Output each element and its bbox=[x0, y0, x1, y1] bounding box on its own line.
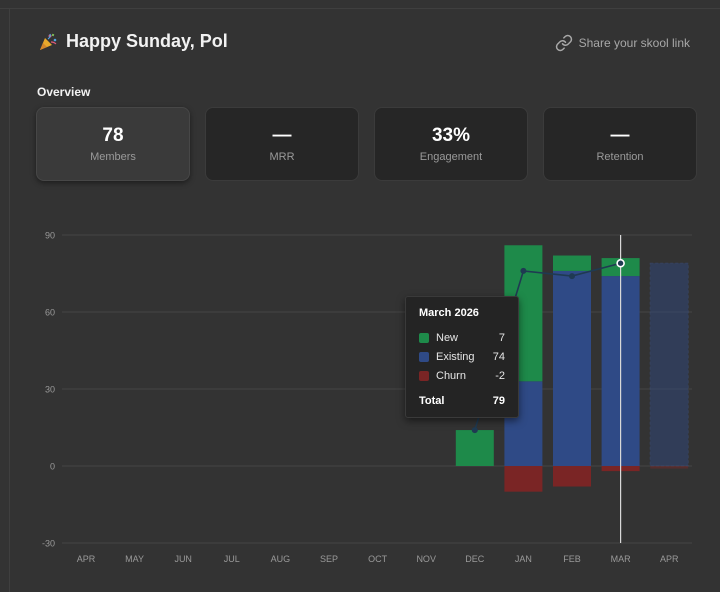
tooltip-total-value: 79 bbox=[492, 395, 505, 407]
tooltip-new-label: New bbox=[436, 331, 459, 344]
mrr-card[interactable]: — MRR bbox=[205, 107, 359, 181]
members-value: 78 bbox=[102, 125, 124, 146]
tooltip-existing-value: 74 bbox=[492, 350, 505, 363]
y-tick-label--30: -30 bbox=[42, 539, 55, 549]
mrr-value: — bbox=[272, 125, 292, 146]
x-tick-label-jun-2: JUN bbox=[174, 554, 192, 564]
bar-existing-12 bbox=[649, 262, 689, 467]
total-point-9 bbox=[520, 267, 527, 274]
bar-new-8 bbox=[455, 430, 494, 466]
bar-churn-12 bbox=[650, 466, 689, 469]
chart-tooltip: March 2026 New 7 Existing 74 Churn -2 To… bbox=[405, 296, 519, 418]
churn-swatch bbox=[419, 370, 429, 381]
tooltip-total-label: Total bbox=[419, 395, 445, 407]
tooltip-title: March 2026 bbox=[419, 307, 479, 319]
members-card[interactable]: 78 Members bbox=[36, 107, 190, 181]
x-tick-label-aug-4: AUG bbox=[271, 554, 291, 564]
tooltip-new-value: 7 bbox=[498, 331, 505, 344]
bar-churn-10 bbox=[553, 466, 591, 487]
party-popper-icon bbox=[40, 33, 57, 50]
link-icon bbox=[555, 34, 572, 52]
members-label: Members bbox=[90, 151, 136, 163]
frame-top-border bbox=[0, 8, 720, 9]
total-point-8 bbox=[471, 427, 478, 434]
engagement-label: Engagement bbox=[419, 151, 483, 163]
mrr-label: MRR bbox=[269, 151, 295, 163]
y-tick-label-0: 0 bbox=[50, 462, 55, 472]
members-chart[interactable]: 90 60 30 0 -30 APR MAY JUN JUL AUG SEP OCT NOV DEC JAN… bbox=[0, 220, 720, 580]
tooltip-churn-value: -2 bbox=[495, 369, 505, 382]
tooltip-row-new: New 7 bbox=[419, 328, 505, 347]
x-tick-label-jan-9: JAN bbox=[515, 554, 532, 564]
x-tick-label-oct-6: OCT bbox=[368, 554, 388, 564]
greeting: Happy Sunday, Pol bbox=[38, 31, 228, 52]
bar-churn-9 bbox=[504, 466, 543, 492]
y-tick-label-30: 30 bbox=[45, 385, 55, 395]
bar-new-10 bbox=[553, 255, 591, 271]
engagement-value: 33% bbox=[431, 125, 471, 146]
overview-cards: 78 Members — MRR 33% Engagement — Retent… bbox=[36, 107, 697, 183]
greeting-title: Happy Sunday, Pol bbox=[66, 31, 228, 51]
frame-left-border bbox=[9, 8, 10, 592]
x-tick-label-apr-0: APR bbox=[77, 554, 96, 564]
x-tick-label-apr-12: APR bbox=[660, 554, 679, 564]
overview-heading: Overview bbox=[37, 85, 91, 99]
tooltip-row-existing: Existing 74 bbox=[419, 347, 505, 366]
x-tick-label-may-1: MAY bbox=[125, 554, 144, 564]
tooltip-churn-label: Churn bbox=[436, 369, 466, 382]
x-tick-label-feb-10: FEB bbox=[563, 554, 581, 564]
x-tick-label-jul-3: JUL bbox=[224, 554, 240, 564]
share-link-label: Share your skool link bbox=[578, 36, 690, 50]
x-tick-label-mar-11: MAR bbox=[611, 554, 632, 564]
existing-swatch bbox=[419, 351, 429, 362]
new-swatch bbox=[419, 332, 429, 343]
x-tick-label-sep-5: SEP bbox=[320, 554, 338, 564]
x-tick-label-nov-7: NOV bbox=[416, 554, 436, 564]
y-tick-label-90: 90 bbox=[45, 231, 55, 241]
bar-existing-10 bbox=[553, 270, 591, 466]
total-point-10 bbox=[569, 273, 575, 280]
tooltip-existing-label: Existing bbox=[436, 350, 475, 363]
tooltip-total: Total 79 bbox=[419, 395, 505, 407]
share-link-button[interactable]: Share your skool link bbox=[555, 34, 690, 52]
retention-value: — bbox=[610, 125, 630, 146]
tooltip-row-churn: Churn -2 bbox=[419, 366, 505, 385]
engagement-card[interactable]: 33% Engagement bbox=[374, 107, 528, 181]
retention-card[interactable]: — Retention bbox=[543, 107, 697, 181]
retention-label: Retention bbox=[596, 151, 644, 163]
hover-point bbox=[616, 258, 625, 268]
y-tick-label-60: 60 bbox=[45, 308, 55, 318]
x-tick-label-dec-8: DEC bbox=[465, 554, 485, 564]
